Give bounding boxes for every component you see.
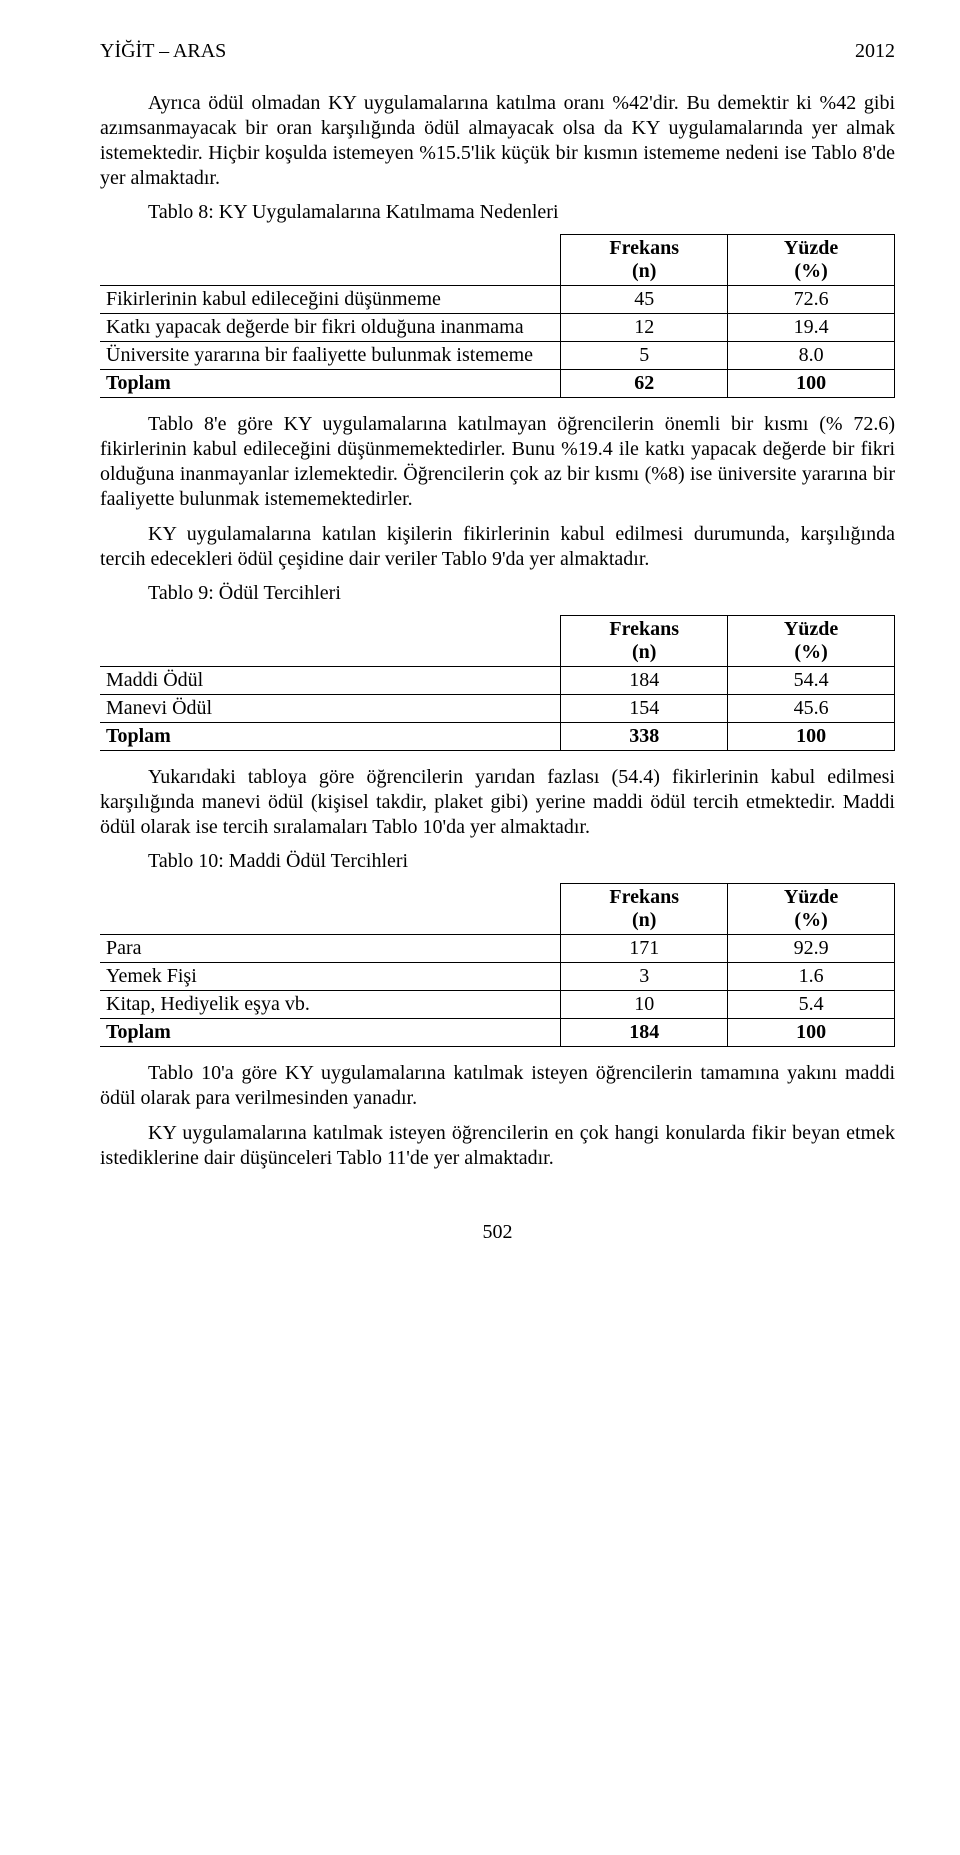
- row-n: 184: [561, 667, 728, 695]
- row-p: 54.4: [728, 667, 895, 695]
- table-row: Frekans(n) Yüzde(%): [100, 884, 895, 935]
- row-label: Üniversite yararına bir faaliyette bulun…: [100, 342, 561, 370]
- header-right: 2012: [855, 40, 895, 63]
- table-9: Frekans(n) Yüzde(%) Maddi Ödül 184 54.4 …: [100, 615, 895, 751]
- row-n: 338: [561, 723, 728, 751]
- paragraph-6: KY uygulamalarına katılmak isteyen öğren…: [100, 1121, 895, 1171]
- page-container: YİĞİT – ARAS 2012 Ayrıca ödül olmadan KY…: [0, 0, 960, 1294]
- table8-caption: Tablo 8: KY Uygulamalarına Katılmama Ned…: [148, 201, 895, 224]
- table-row: Üniversite yararına bir faaliyette bulun…: [100, 342, 895, 370]
- row-label: Yemek Fişi: [100, 963, 561, 991]
- row-p: 8.0: [728, 342, 895, 370]
- table-row: Para 171 92.9: [100, 935, 895, 963]
- table-row-total: Toplam 338 100: [100, 723, 895, 751]
- row-p: 100: [728, 723, 895, 751]
- row-p: 45.6: [728, 695, 895, 723]
- table-row: Manevi Ödül 154 45.6: [100, 695, 895, 723]
- table-8: Frekans(n) Yüzde(%) Fikirlerinin kabul e…: [100, 234, 895, 398]
- row-p: 5.4: [728, 991, 895, 1019]
- row-label: Maddi Ödül: [100, 667, 561, 695]
- table-row-total: Toplam 184 100: [100, 1019, 895, 1047]
- blank-header-cell: [100, 616, 561, 667]
- table10-caption: Tablo 10: Maddi Ödül Tercihleri: [148, 850, 895, 873]
- row-n: 62: [561, 370, 728, 398]
- row-p: 100: [728, 370, 895, 398]
- table-10: Frekans(n) Yüzde(%) Para 171 92.9 Yemek …: [100, 883, 895, 1047]
- row-n: 45: [561, 286, 728, 314]
- row-n: 10: [561, 991, 728, 1019]
- row-n: 3: [561, 963, 728, 991]
- row-n: 154: [561, 695, 728, 723]
- col-header-frekans: Frekans(n): [561, 616, 728, 667]
- paragraph-4: Yukarıdaki tabloya göre öğrencilerin yar…: [100, 765, 895, 840]
- row-p: 100: [728, 1019, 895, 1047]
- row-n: 5: [561, 342, 728, 370]
- table-row-total: Toplam 62 100: [100, 370, 895, 398]
- row-label: Fikirlerinin kabul edileceğini düşünmeme: [100, 286, 561, 314]
- paragraph-3: KY uygulamalarına katılan kişilerin fiki…: [100, 522, 895, 572]
- paragraph-5: Tablo 10'a göre KY uygulamalarına katılm…: [100, 1061, 895, 1111]
- row-p: 72.6: [728, 286, 895, 314]
- row-p: 1.6: [728, 963, 895, 991]
- header-left: YİĞİT – ARAS: [100, 40, 226, 63]
- row-n: 12: [561, 314, 728, 342]
- col-header-yuzde: Yüzde(%): [728, 235, 895, 286]
- paragraph-1: Ayrıca ödül olmadan KY uygulamalarına ka…: [100, 91, 895, 191]
- paragraph-2: Tablo 8'e göre KY uygulamalarına katılma…: [100, 412, 895, 512]
- table-row: Frekans(n) Yüzde(%): [100, 616, 895, 667]
- blank-header-cell: [100, 235, 561, 286]
- row-p: 92.9: [728, 935, 895, 963]
- row-p: 19.4: [728, 314, 895, 342]
- table-row: Frekans(n) Yüzde(%): [100, 235, 895, 286]
- col-header-yuzde: Yüzde(%): [728, 884, 895, 935]
- row-label: Toplam: [100, 723, 561, 751]
- col-header-yuzde: Yüzde(%): [728, 616, 895, 667]
- table-row: Katkı yapacak değerde bir fikri olduğuna…: [100, 314, 895, 342]
- col-header-frekans: Frekans(n): [561, 884, 728, 935]
- row-label: Kitap, Hediyelik eşya vb.: [100, 991, 561, 1019]
- row-label: Toplam: [100, 1019, 561, 1047]
- col-header-frekans: Frekans(n): [561, 235, 728, 286]
- blank-header-cell: [100, 884, 561, 935]
- table-row: Kitap, Hediyelik eşya vb. 10 5.4: [100, 991, 895, 1019]
- page-header: YİĞİT – ARAS 2012: [100, 40, 895, 63]
- table-row: Fikirlerinin kabul edileceğini düşünmeme…: [100, 286, 895, 314]
- row-label: Toplam: [100, 370, 561, 398]
- row-n: 171: [561, 935, 728, 963]
- table9-caption: Tablo 9: Ödül Tercihleri: [148, 582, 895, 605]
- table-row: Yemek Fişi 3 1.6: [100, 963, 895, 991]
- row-label: Katkı yapacak değerde bir fikri olduğuna…: [100, 314, 561, 342]
- row-label: Para: [100, 935, 561, 963]
- row-label: Manevi Ödül: [100, 695, 561, 723]
- row-n: 184: [561, 1019, 728, 1047]
- table-row: Maddi Ödül 184 54.4: [100, 667, 895, 695]
- page-number: 502: [100, 1221, 895, 1244]
